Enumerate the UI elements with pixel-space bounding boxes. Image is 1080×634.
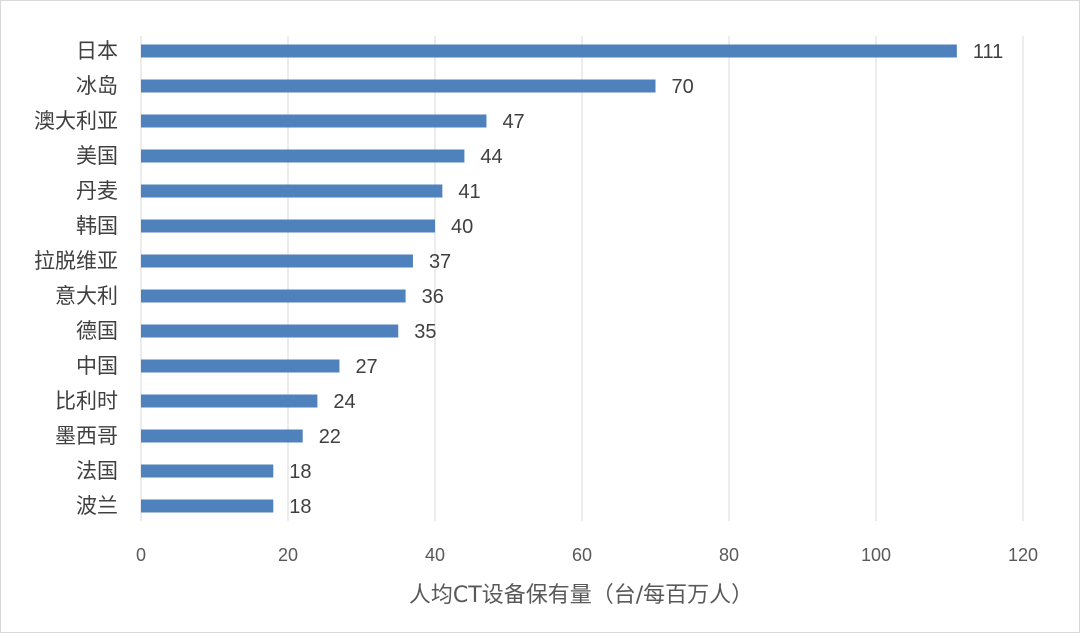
bar-0	[141, 44, 957, 58]
data-label: 27	[355, 356, 377, 378]
data-label: 35	[414, 321, 436, 343]
bar-3	[141, 149, 465, 163]
x-tick-labels: 0 20 40 60 80 100 120	[136, 545, 1038, 565]
data-label: 111	[973, 41, 1003, 63]
category-label: 美国	[76, 144, 118, 168]
bar-7	[141, 289, 406, 303]
data-label: 36	[422, 286, 444, 308]
category-label: 拉脱维亚	[34, 249, 118, 273]
bar-10	[141, 394, 318, 408]
data-label: 18	[289, 496, 311, 518]
category-label: 韩国	[76, 214, 118, 238]
category-label: 中国	[76, 354, 118, 378]
category-label: 丹麦	[76, 179, 118, 203]
category-label: 法国	[76, 459, 118, 483]
x-tick-label: 0	[136, 545, 146, 565]
data-label: 70	[672, 76, 694, 98]
bar-11	[141, 429, 303, 443]
category-label: 墨西哥	[55, 424, 118, 448]
category-label: 冰岛	[76, 74, 118, 98]
bar-9	[141, 359, 340, 373]
category-label: 德国	[76, 319, 118, 343]
data-label: 47	[502, 111, 524, 133]
bar-2	[141, 114, 487, 128]
x-tick-label: 40	[425, 545, 445, 565]
x-tick-label: 20	[278, 545, 298, 565]
data-label: 41	[458, 181, 480, 203]
x-tick-label: 120	[1008, 545, 1038, 565]
bars	[141, 44, 957, 513]
data-label: 40	[451, 216, 473, 238]
x-tick-label: 100	[861, 545, 891, 565]
data-label: 18	[289, 461, 311, 483]
category-label: 意大利	[55, 284, 118, 308]
bar-6	[141, 254, 413, 268]
bar-5	[141, 219, 435, 233]
data-label: 44	[480, 146, 502, 168]
bar-4	[141, 184, 443, 198]
bar-8	[141, 324, 399, 338]
x-tick-label: 80	[719, 545, 739, 565]
bar-12	[141, 464, 274, 478]
data-label: 37	[429, 251, 451, 273]
category-label: 日本	[76, 39, 118, 63]
x-tick-label: 60	[572, 545, 592, 565]
bar-1	[141, 79, 656, 93]
category-label: 比利时	[55, 389, 118, 413]
bar-13	[141, 499, 274, 513]
category-label: 波兰	[76, 494, 118, 518]
data-label: 24	[333, 391, 355, 413]
data-label: 22	[319, 426, 341, 448]
category-label: 澳大利亚	[34, 109, 118, 133]
x-axis-label: 人均CT设备保有量（台/每百万人）	[409, 583, 753, 608]
gridlines	[140, 36, 1024, 521]
